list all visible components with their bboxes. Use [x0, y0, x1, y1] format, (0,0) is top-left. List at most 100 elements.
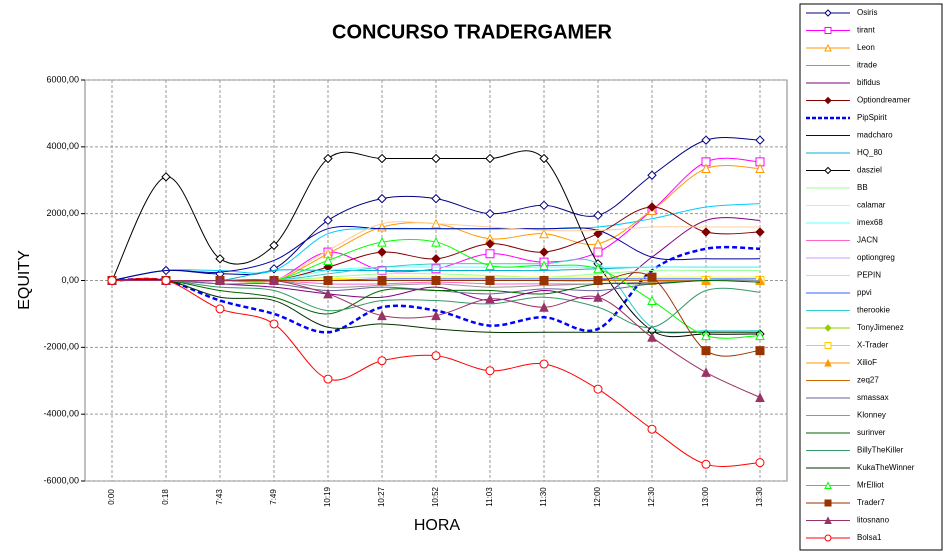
x-tick-label: 11:03: [485, 487, 494, 507]
marker: [701, 459, 711, 469]
marker: [431, 254, 441, 264]
y-tick-label: 0,00: [61, 275, 79, 285]
x-tick-label: 12:00: [593, 486, 602, 507]
marker: [431, 193, 441, 204]
marker: [755, 227, 765, 237]
y-tick-label: 6000,00: [46, 74, 79, 84]
marker: [755, 135, 765, 145]
marker: [647, 332, 657, 342]
marker: [377, 193, 387, 204]
marker: [824, 96, 832, 105]
legend-label: Trader7: [857, 498, 885, 507]
legend-label: Klonney: [857, 411, 886, 420]
marker: [647, 170, 657, 180]
marker: [377, 310, 387, 321]
marker: [485, 366, 495, 376]
marker: [824, 342, 832, 349]
marker: [323, 153, 333, 164]
marker: [323, 215, 333, 226]
x-tick-label: 10:19: [323, 486, 332, 507]
x-tick-label: 7:43: [215, 489, 224, 505]
marker: [701, 346, 711, 356]
marker: [215, 254, 225, 264]
legend-label: therookie: [857, 306, 890, 315]
marker: [431, 236, 441, 247]
marker: [593, 276, 603, 285]
marker: [824, 516, 832, 524]
x-tick-label: 0:18: [161, 489, 170, 505]
marker: [593, 247, 603, 257]
y-tick-label: -4000,00: [43, 409, 79, 419]
y-tick-label: 2000,00: [46, 208, 79, 218]
legend-label: BillyTheKiller: [857, 446, 904, 455]
marker: [593, 292, 603, 302]
marker: [431, 153, 441, 164]
marker: [485, 249, 495, 259]
marker: [431, 264, 441, 274]
series-line: [111, 279, 761, 328]
marker: [593, 384, 603, 394]
x-tick-label: 13:30: [755, 486, 764, 507]
legend-label: JACN: [857, 236, 878, 245]
marker: [824, 166, 832, 175]
legend-label: smassax: [857, 393, 889, 402]
marker: [701, 227, 711, 237]
marker: [269, 319, 279, 329]
legend-label: dasziel: [857, 166, 882, 175]
x-tick-label: 10:52: [431, 486, 440, 507]
marker: [377, 153, 387, 164]
legend-label: XilioF: [857, 358, 877, 367]
marker: [377, 276, 387, 285]
legend-label: TonyJimenez: [857, 323, 904, 332]
marker: [755, 163, 765, 174]
x-tick-label: 12:30: [647, 486, 656, 507]
marker: [107, 276, 117, 285]
marker: [647, 424, 657, 434]
x-tick-label: 0:00: [107, 489, 116, 505]
marker: [431, 310, 441, 321]
legend-label: Bolsa1: [857, 533, 882, 542]
marker: [701, 330, 711, 341]
legend-label: MrElliot: [857, 481, 884, 490]
marker: [323, 262, 333, 272]
legend-label: Leon: [857, 43, 875, 52]
legend-label: imex68: [857, 218, 883, 227]
marker: [824, 499, 832, 507]
marker: [593, 229, 603, 239]
marker: [647, 295, 657, 306]
series-line: [111, 279, 761, 315]
marker: [755, 458, 765, 468]
legend-label: tirant: [857, 26, 876, 35]
marker: [755, 330, 765, 341]
legend-label: litosnano: [857, 516, 890, 525]
marker: [824, 43, 832, 52]
marker: [647, 202, 657, 212]
marker: [539, 302, 549, 312]
marker: [593, 263, 603, 274]
marker: [323, 288, 333, 299]
marker: [215, 275, 225, 285]
marker: [377, 236, 387, 247]
marker: [755, 392, 765, 402]
marker: [485, 260, 495, 270]
marker: [485, 293, 495, 304]
legend-label: HQ_80: [857, 148, 883, 157]
x-axis-title: HORA: [414, 517, 461, 534]
marker: [824, 27, 832, 34]
marker: [593, 238, 603, 249]
marker: [431, 276, 441, 285]
marker: [323, 255, 333, 265]
marker: [161, 276, 171, 285]
marker: [647, 272, 657, 282]
y-axis-title: EQUITY: [16, 250, 33, 310]
marker: [539, 200, 549, 211]
marker: [539, 153, 549, 164]
marker: [755, 346, 765, 356]
marker: [323, 276, 333, 285]
legend-label: Optiondreamer: [857, 96, 911, 105]
x-tick-label: 11:30: [539, 487, 548, 507]
marker: [485, 276, 495, 285]
marker: [824, 9, 832, 17]
legend-label: zeq27: [857, 376, 879, 385]
